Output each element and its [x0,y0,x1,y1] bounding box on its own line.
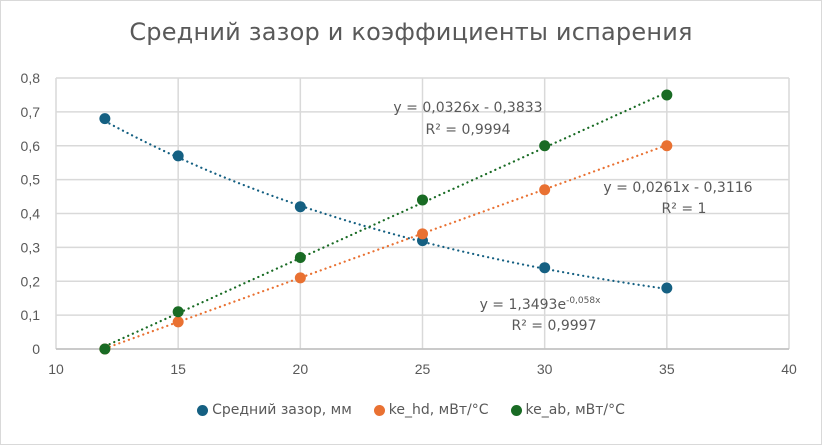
data-point[interactable] [661,140,673,152]
trendline [103,119,668,291]
trendline-label-text: R² = 1 [662,201,707,217]
data-point[interactable] [294,201,306,213]
data-point[interactable] [539,262,551,274]
x-tick-label: 40 [781,361,797,377]
legend-item-ke-hd[interactable]: ke_hd, мВт/°C [373,402,489,418]
data-point[interactable] [417,194,428,206]
trendline-label-text: y = 1,3493e-0,058x [480,296,602,313]
y-tick-label: 0,4 [21,206,41,222]
y-tick-label: 0,6 [21,138,41,154]
x-tick-label: 10 [48,361,64,377]
data-point[interactable] [661,282,673,294]
data-point[interactable] [661,89,673,101]
legend-label: Средний зазор, мм [212,402,352,418]
data-point[interactable] [294,252,306,264]
data-point[interactable] [99,343,111,355]
y-tick-label: 0,1 [21,307,41,323]
x-tick-label: 35 [659,361,675,377]
trendline-label-ke-ab[interactable]: y = 0,0326x - 0,3833 R² = 0,9994 [393,100,542,138]
x-tick-label: 20 [293,361,309,377]
y-tick-label: 0,7 [21,104,41,120]
trendline [103,91,668,348]
chart-title: Средний зазор и коэффициенты испарения [129,18,693,46]
trendline-label-text: y = 0,0326x - 0,3833 [393,100,542,116]
legend-item-ke-ab[interactable]: ke_ab, мВт/°C [510,402,625,418]
trendline-label-text: y = 0,0261x - 0,3116 [603,180,752,196]
legend-item-gap[interactable]: Средний зазор, мм [197,402,352,418]
data-point[interactable] [99,113,111,125]
trendline-label-text: R² = 0,9997 [512,318,597,334]
trendline-label-gap[interactable]: y = 1,3493e-0,058x R² = 0,9997 [480,296,602,334]
legend: Средний зазор, мм ke_hd, мВт/°C ke_ab, м… [0,402,822,418]
data-point[interactable] [417,228,428,240]
data-point[interactable] [172,316,184,328]
legend-label: ke_hd, мВт/°C [388,402,489,418]
data-point[interactable] [172,150,184,162]
data-point[interactable] [294,272,306,284]
y-tick-label: 0,2 [21,273,41,289]
legend-marker-icon [197,404,209,416]
y-tick-label: 0 [32,341,40,357]
data-point[interactable] [172,306,184,318]
y-tick-label: 0,3 [21,239,41,255]
legend-marker-icon [510,404,522,416]
trendline-label-ke-hd[interactable]: y = 0,0261x - 0,3116 R² = 1 [603,180,752,217]
legend-marker-icon [373,404,385,416]
data-point[interactable] [539,184,551,196]
legend-label: ke_ab, мВт/°C [525,402,625,418]
trendline-label-text: R² = 0,9994 [426,122,511,138]
x-tick-label: 15 [170,361,186,377]
y-tick-label: 0,8 [21,70,41,86]
x-tick-label: 25 [415,361,431,377]
data-point[interactable] [539,140,551,152]
y-tick-label: 0,5 [21,172,41,188]
x-tick-label: 30 [537,361,553,377]
